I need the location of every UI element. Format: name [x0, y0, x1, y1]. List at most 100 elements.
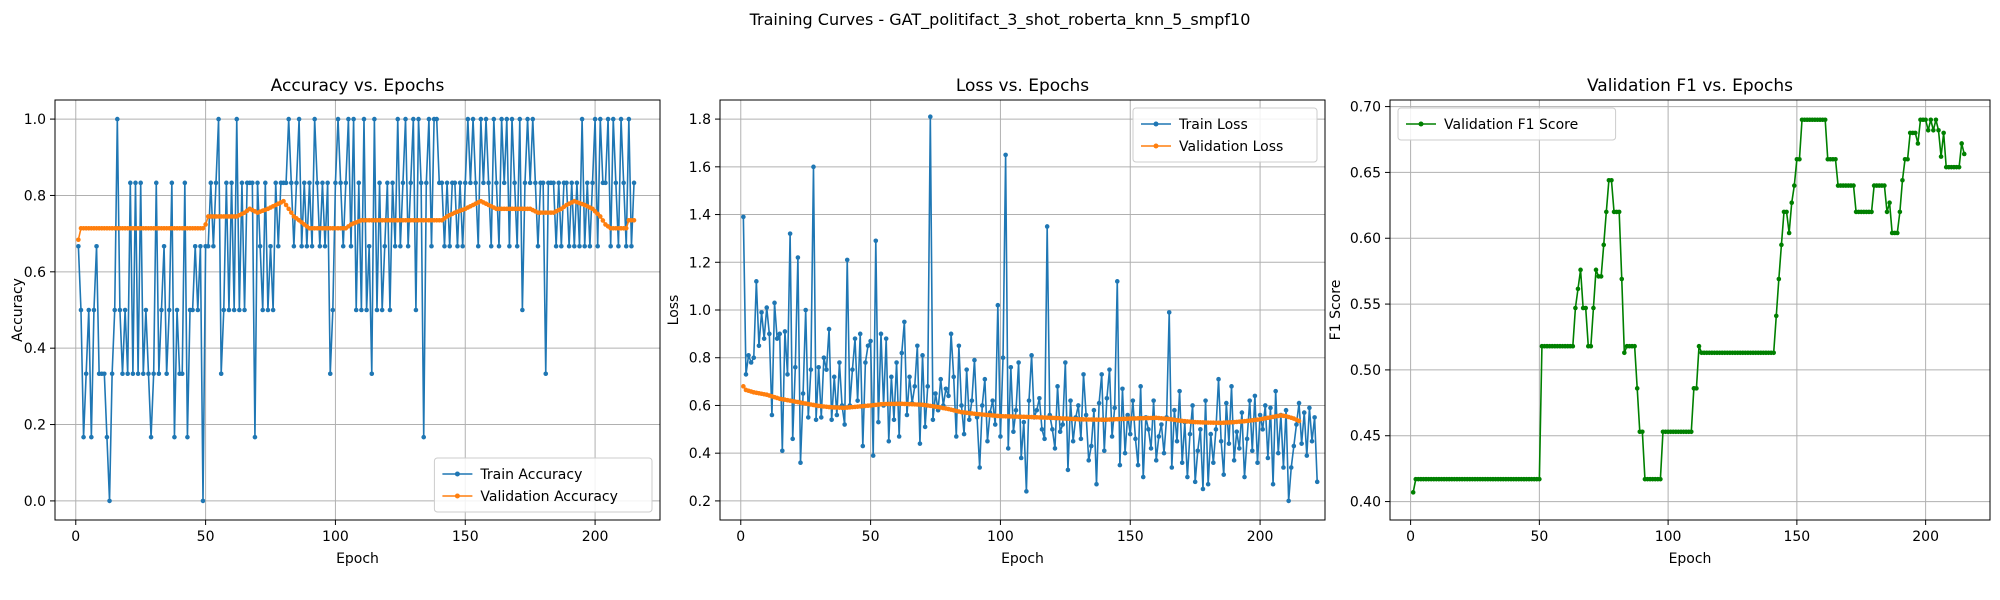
f1-series-validation-f1-score-point: [1583, 305, 1589, 311]
accuracy-series-train-accuracy-point: [481, 180, 486, 186]
loss-series-train-loss-point: [1065, 467, 1071, 473]
accuracy-series-train-accuracy-point: [211, 243, 216, 249]
f1-series-validation-f1-score-point: [1688, 429, 1694, 435]
loss-series-train-loss-point: [915, 343, 920, 349]
accuracy-series-train-accuracy-point: [543, 371, 549, 377]
f1-series-validation-f1-score: [1410, 117, 1967, 495]
f1-series-validation-f1-score-point: [1578, 267, 1583, 273]
accuracy-series-train-accuracy-point: [89, 434, 94, 440]
accuracy-series-train-accuracy-point: [387, 307, 393, 313]
f1-series-validation-f1-score-point: [1915, 141, 1921, 146]
loss-series-train-loss-point: [743, 372, 749, 377]
loss-series-train-loss-point: [873, 238, 879, 244]
f1-ytick-label: 0.70: [1350, 100, 1381, 116]
loss-series-train-loss-point: [920, 353, 925, 358]
accuracy-series-train-accuracy-point: [94, 243, 99, 249]
loss-series-train-loss-point: [1052, 446, 1058, 451]
accuracy-series-validation-accuracy-point: [200, 225, 206, 231]
accuracy-series-train-accuracy-point: [148, 434, 154, 440]
f1-series-validation-f1-score-point: [1784, 209, 1789, 215]
accuracy-series-train-accuracy-point: [457, 180, 463, 186]
loss-series-train-loss-point: [1288, 465, 1294, 470]
accuracy-series-train-accuracy-point: [156, 371, 162, 377]
accuracy-series-train-accuracy-point: [296, 116, 302, 122]
accuracy-series-train-accuracy-point: [595, 243, 600, 249]
loss-series-train-loss-point: [930, 417, 936, 423]
f1-ytick-label: 0.50: [1350, 363, 1381, 379]
accuracy-series-train-accuracy-point: [252, 434, 258, 440]
f1-series-validation-f1-score-point: [1941, 130, 1946, 136]
loss-series-train-loss-point: [1179, 460, 1185, 466]
accuracy-series-train-accuracy-point: [377, 180, 382, 186]
accuracy-series-train-accuracy-point: [268, 243, 273, 249]
loss-series-train-loss-point: [782, 329, 788, 334]
accuracy-series-train-accuracy-point: [257, 243, 263, 249]
loss-series-train-loss-point: [1042, 436, 1047, 442]
accuracy-series-train-accuracy-point: [411, 116, 416, 122]
loss-series-train-loss-point: [1283, 407, 1289, 413]
loss-series-train-loss-point: [889, 374, 894, 380]
accuracy-series-train-accuracy-point: [174, 307, 180, 313]
accuracy-xtick-label: 100: [322, 529, 349, 545]
accuracy-series-train-accuracy-point: [514, 243, 520, 249]
accuracy-series-train-accuracy-point: [551, 180, 556, 186]
accuracy-series-train-accuracy-point: [348, 243, 354, 249]
f1-axes-frame: [1389, 99, 1991, 521]
f1-series-validation-f1-score-point: [1588, 343, 1594, 349]
accuracy-series-train-accuracy-point: [478, 116, 484, 122]
accuracy-series-train-accuracy-point: [621, 180, 626, 186]
loss-series-train-loss-point: [948, 331, 954, 337]
loss-series-train-loss-point: [946, 393, 951, 399]
f1-series-validation-f1-score-point: [1696, 343, 1702, 349]
accuracy-series-train-accuracy-point: [327, 371, 333, 377]
loss-series-train-loss-point: [1070, 438, 1076, 444]
accuracy-legend-label-validation-accuracy: Validation Accuracy: [480, 489, 618, 505]
accuracy-series-train-accuracy-point: [143, 307, 149, 313]
loss-series-train-loss-point: [1055, 384, 1060, 389]
accuracy-series-train-accuracy-point: [574, 180, 580, 186]
loss-series-train-loss-point: [1013, 407, 1019, 413]
loss-series-train-loss-point: [803, 307, 808, 313]
loss-series-train-loss-point: [772, 300, 777, 306]
accuracy-series-train-accuracy-point: [104, 434, 110, 440]
f1-series-validation-f1-score-point: [1537, 476, 1542, 482]
loss-series-train-loss-point: [1091, 407, 1097, 413]
loss-series-train-loss-point: [951, 374, 956, 380]
loss-series-train-loss-point: [1268, 405, 1273, 411]
accuracy-series-train-accuracy-point: [239, 180, 245, 186]
f1-series-validation-f1-score-point: [1634, 386, 1640, 391]
accuracy-legend: Train Accuracy Validation Accuracy: [433, 457, 653, 513]
loss-xtick-label: 0: [736, 529, 745, 545]
accuracy-series-train-accuracy-point: [572, 243, 577, 249]
loss-series-train-loss-point: [852, 336, 858, 341]
accuracy-series-train-accuracy-point: [198, 243, 203, 249]
loss-series-train-loss-point: [1229, 384, 1234, 389]
loss-series-train-loss-point: [1112, 405, 1117, 411]
f1-series-validation-f1-score-point: [1776, 276, 1782, 282]
accuracy-series-train-accuracy-point: [112, 307, 118, 313]
f1-series-validation-f1-score-point: [1640, 429, 1645, 435]
f1-legend-label-validation-f1-score: Validation F1 Score: [1444, 117, 1578, 133]
f1-series-validation-f1-score-point: [1573, 305, 1578, 311]
loss-series-train-loss-point: [1172, 407, 1177, 413]
accuracy-series-train-accuracy-point: [426, 116, 432, 122]
accuracy-series-train-accuracy-point: [179, 371, 185, 377]
f1-title: Validation F1 vs. Epochs: [1587, 76, 1793, 96]
accuracy-series-train-accuracy-point: [488, 243, 494, 249]
accuracy-series-train-accuracy-point: [224, 180, 229, 186]
loss-series-train-loss-point: [974, 415, 980, 420]
f1-series-validation-f1-score-point: [1593, 267, 1599, 273]
loss-series-train-loss-point: [1109, 434, 1115, 439]
accuracy-series-train-accuracy-point: [470, 116, 476, 122]
f1-series-validation-f1-score-point: [1771, 350, 1776, 356]
accuracy-series-train-accuracy-point: [86, 307, 92, 313]
accuracy-series-train-accuracy-point: [385, 180, 390, 186]
f1-series-validation-f1-score-point: [1575, 286, 1581, 292]
loss-series-train-loss-point: [1107, 367, 1112, 372]
loss-series-train-loss-point: [837, 360, 842, 365]
accuracy-series-train-accuracy-point: [263, 180, 268, 186]
accuracy-series-train-accuracy-point: [434, 116, 440, 122]
loss-series-train-loss-point: [1026, 398, 1032, 403]
loss-series-train-loss-point: [1081, 372, 1086, 377]
